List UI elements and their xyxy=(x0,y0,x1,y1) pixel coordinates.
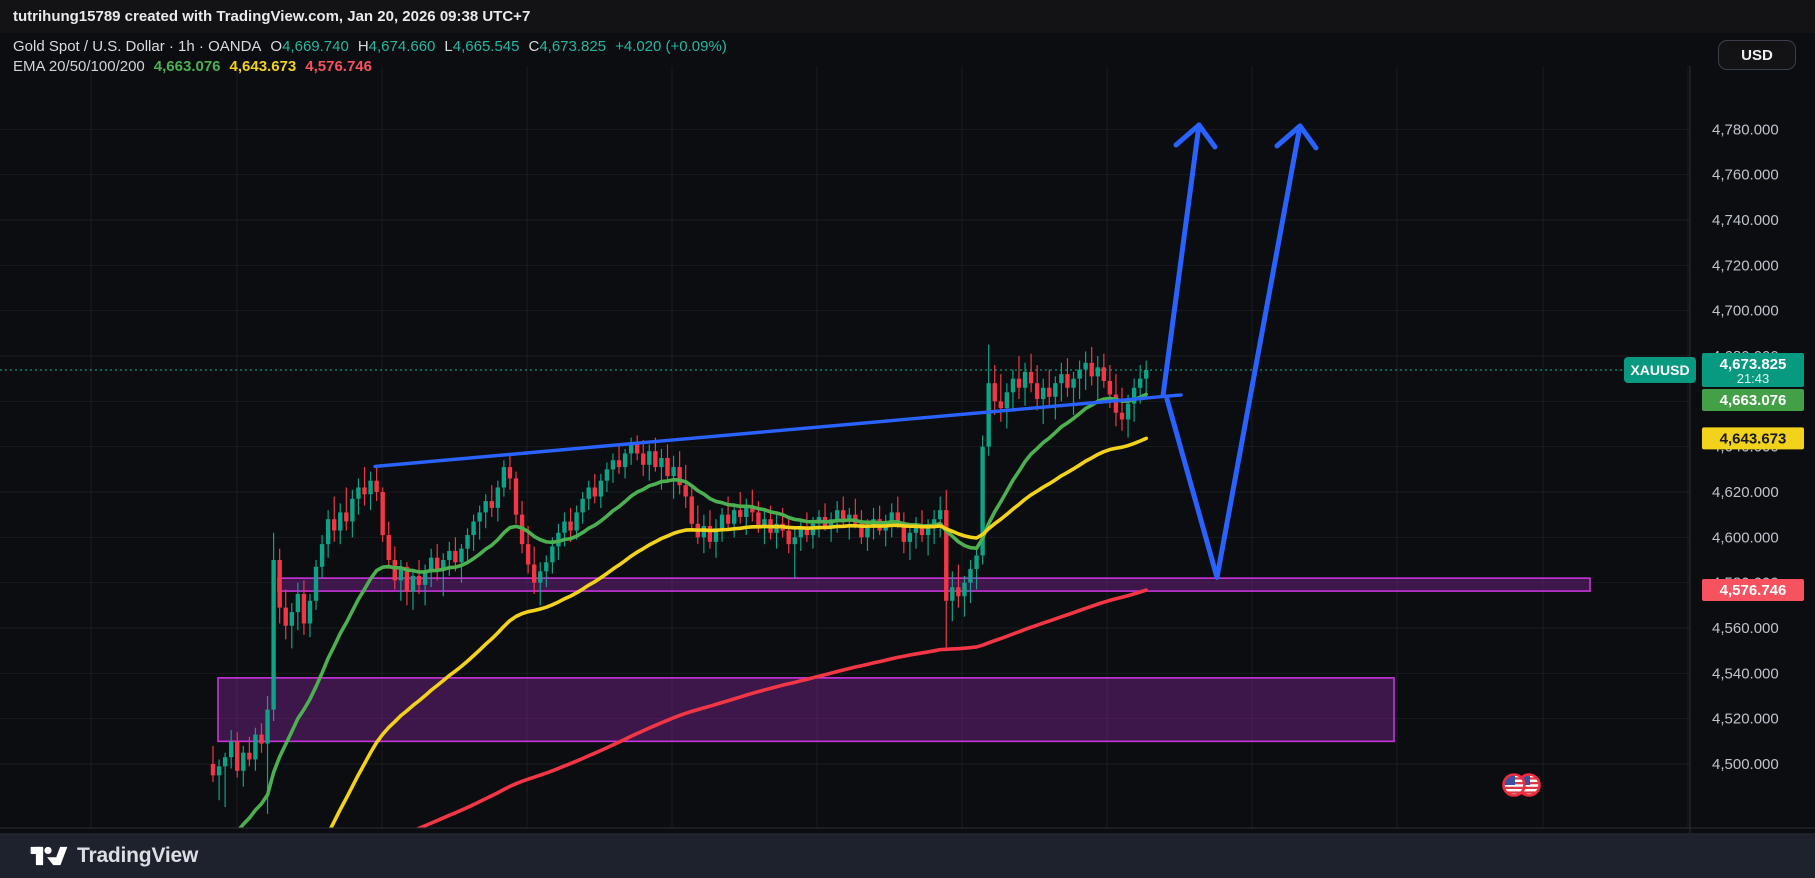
arrow-up-drawing[interactable] xyxy=(1160,122,1202,399)
close-label: C xyxy=(528,38,540,55)
svg-text:21:43: 21:43 xyxy=(1737,371,1770,386)
svg-text:4,600.000: 4,600.000 xyxy=(1712,529,1779,546)
bottom-bar: TradingView xyxy=(0,833,1815,878)
symbol-legend-row[interactable]: Gold Spot / U.S. Dollar · 1h · OANDA O4,6… xyxy=(13,37,727,57)
svg-text:4,740.000: 4,740.000 xyxy=(1712,212,1779,229)
svg-text:4,700.000: 4,700.000 xyxy=(1712,303,1779,320)
us-flag-icon[interactable] xyxy=(1502,773,1526,797)
change-value: +4.020 (+0.09%) xyxy=(615,38,727,55)
attribution-bar: tutrihung15789 created with TradingView.… xyxy=(0,0,1815,33)
ema200-tag xyxy=(1702,579,1804,602)
svg-text:4,500.000: 4,500.000 xyxy=(1712,756,1779,773)
svg-text:4,780.000: 4,780.000 xyxy=(1712,121,1779,138)
ema50-tag xyxy=(1702,427,1804,450)
open-label: O xyxy=(270,38,283,55)
ema20-tag xyxy=(1702,388,1804,411)
tradingview-logo[interactable]: TradingView xyxy=(30,841,198,871)
ema20-line[interactable] xyxy=(213,392,1149,866)
arrowhead-icon xyxy=(1173,122,1218,150)
attribution-text: tutrihung15789 created with TradingView.… xyxy=(13,8,531,25)
svg-text:XAUUSD: XAUUSD xyxy=(1630,362,1689,378)
symbol-title[interactable]: Gold Spot / U.S. Dollar · 1h · OANDA xyxy=(13,38,262,55)
svg-text:4,576.746: 4,576.746 xyxy=(1720,582,1787,599)
zones xyxy=(217,577,1591,743)
svg-text:4,540.000: 4,540.000 xyxy=(1712,665,1779,682)
supply-zone[interactable] xyxy=(277,577,1591,592)
high-value: 4,674.660 xyxy=(368,38,436,55)
svg-text:4,643.673: 4,643.673 xyxy=(1720,430,1787,447)
low-value: 4,665.545 xyxy=(452,38,520,55)
tradingview-wordmark: TradingView xyxy=(77,844,199,867)
legend: Gold Spot / U.S. Dollar · 1h · OANDA O4,6… xyxy=(13,37,727,77)
ema-indicator-label[interactable]: EMA 20/50/100/200 xyxy=(13,58,145,75)
close-value: 4,673.825 xyxy=(539,38,607,55)
tradingview-logo-icon xyxy=(30,846,68,866)
arrowhead-icon xyxy=(1274,123,1319,151)
svg-text:4,520.000: 4,520.000 xyxy=(1712,711,1779,728)
ema50-value: 4,643.673 xyxy=(229,58,297,75)
ema200-line[interactable] xyxy=(213,588,1149,866)
projection-path-drawing[interactable] xyxy=(1164,123,1303,580)
chart-area[interactable]: 4,780.000 4,760.000 4,740.000 4,720.000 4,70… xyxy=(0,33,1815,866)
demand-zone[interactable] xyxy=(217,677,1395,743)
svg-text:4,620.000: 4,620.000 xyxy=(1712,484,1779,501)
svg-text:4,673.825: 4,673.825 xyxy=(1720,356,1787,373)
open-value: 4,669.740 xyxy=(282,38,349,55)
ema20-value: 4,663.076 xyxy=(153,58,221,75)
drawings[interactable] xyxy=(373,122,1319,580)
svg-text:4,720.000: 4,720.000 xyxy=(1712,257,1779,274)
currency-toggle-button[interactable]: USD xyxy=(1718,40,1796,70)
svg-text:4,560.000: 4,560.000 xyxy=(1712,620,1779,637)
symbol-price-tag xyxy=(1624,356,1696,383)
svg-text:4,663.076: 4,663.076 xyxy=(1720,392,1787,409)
current-price-tag xyxy=(1702,352,1804,387)
high-label: H xyxy=(357,38,369,55)
ema-legend-row[interactable]: EMA 20/50/100/200 4,663.076 4,643.673 4,576… xyxy=(13,57,727,77)
svg-text:4,760.000: 4,760.000 xyxy=(1712,167,1779,184)
ema200-value: 4,576.746 xyxy=(305,58,372,75)
price-chart[interactable]: 4,780.000 4,760.000 4,740.000 4,720.000 4,70… xyxy=(0,33,1815,866)
trendline-drawing[interactable] xyxy=(373,393,1183,469)
ema50-line[interactable] xyxy=(213,436,1149,866)
low-label: L xyxy=(444,38,453,55)
